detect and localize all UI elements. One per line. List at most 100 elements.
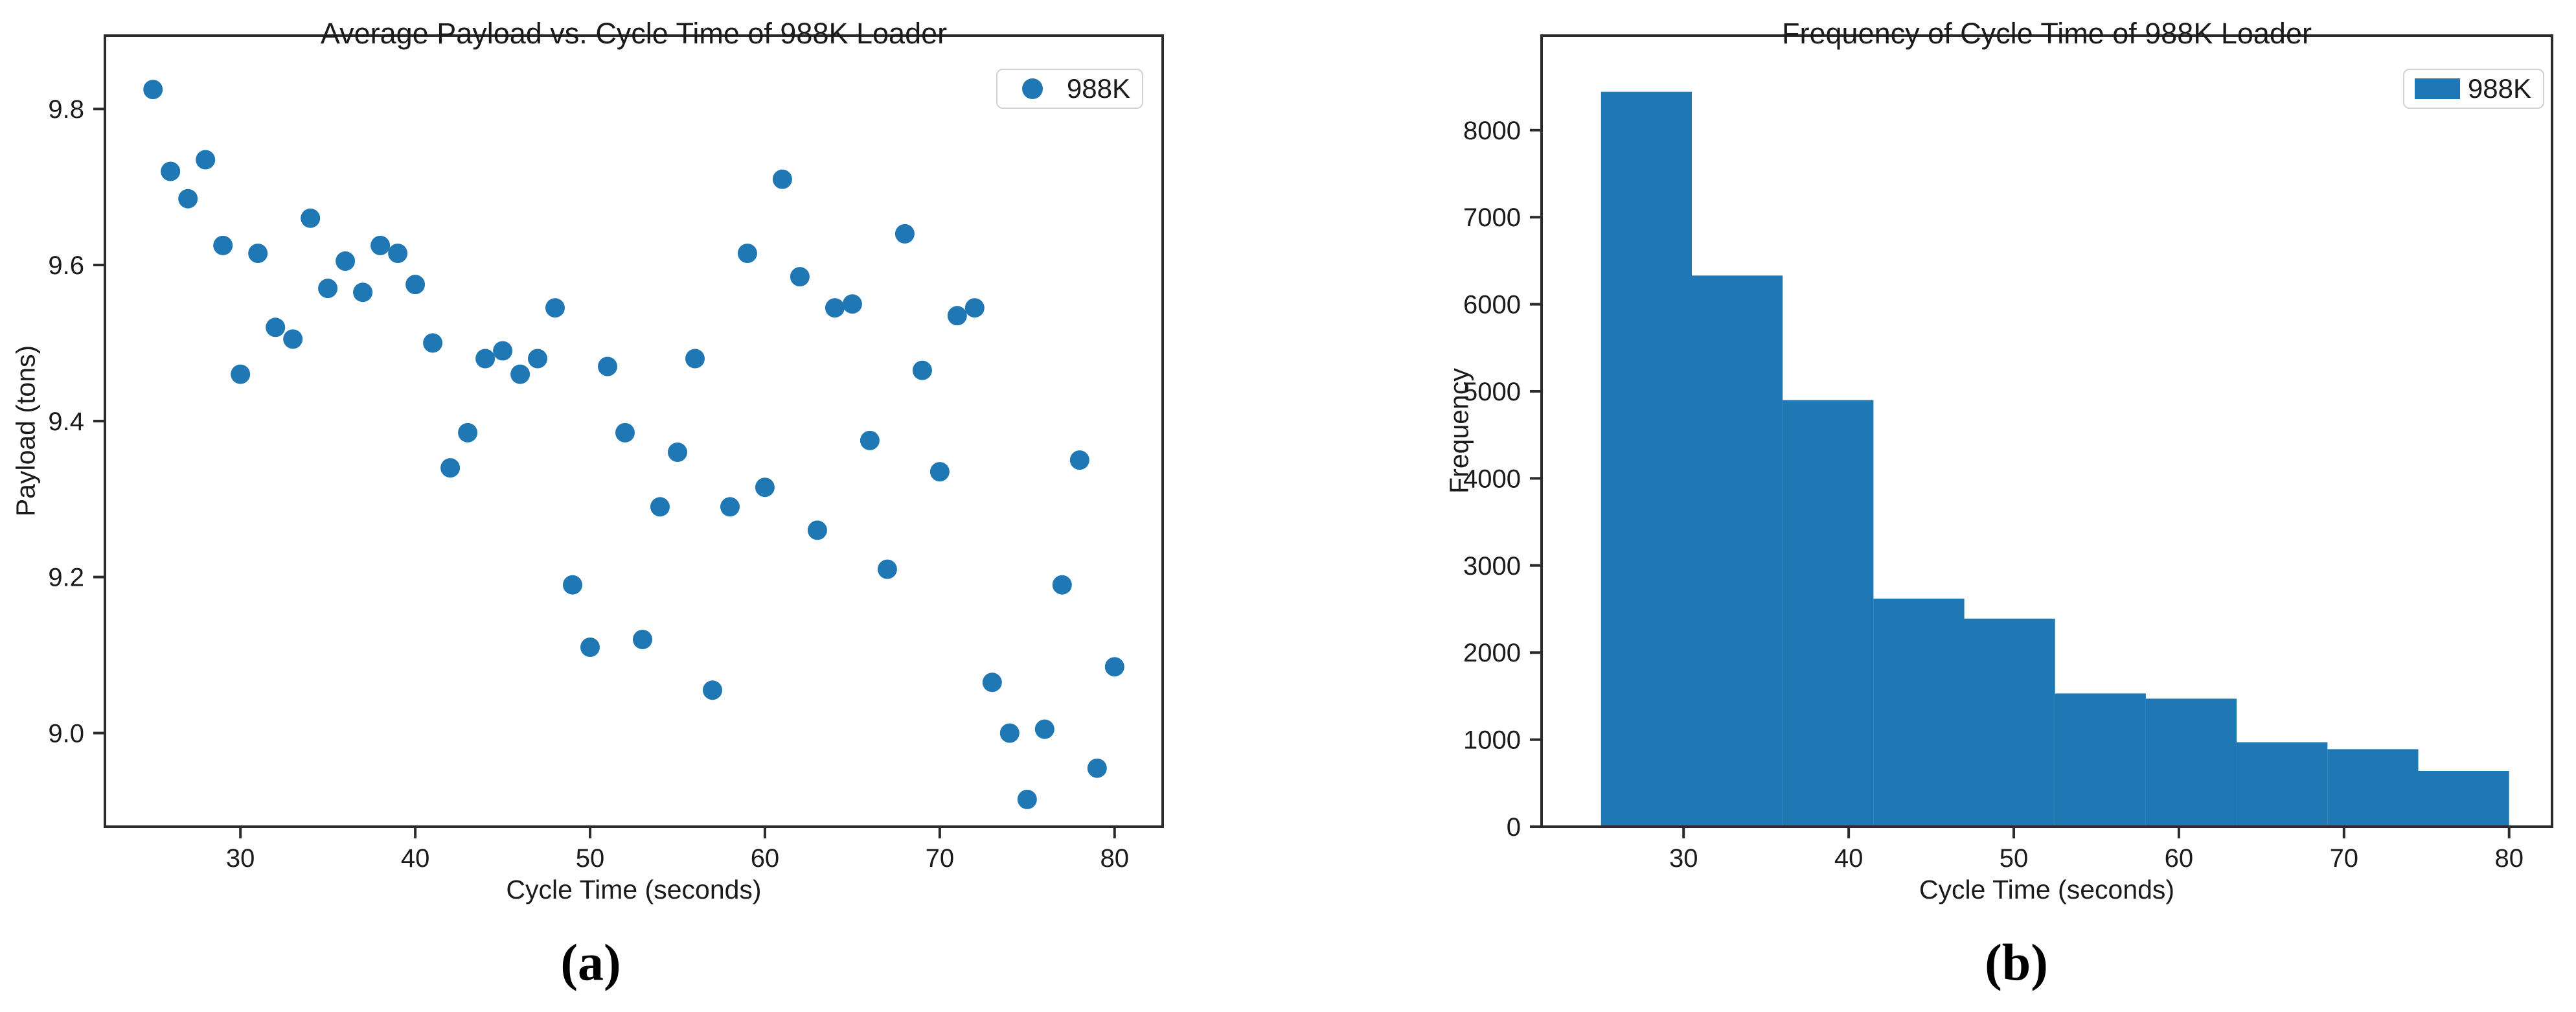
subfigure-b-caption: (b) (1985, 934, 2048, 992)
legend-rect-marker-icon (2415, 78, 2460, 99)
x-tick-label: 80 (1100, 844, 1130, 873)
scatter-point (475, 349, 496, 369)
x-tick-label: 40 (1834, 844, 1864, 873)
y-tick-label: 4000 (1463, 465, 1521, 493)
axes-spines (104, 34, 1164, 828)
scatter-point (615, 422, 635, 443)
histogram-bar (2418, 771, 2509, 827)
scatter-point (423, 333, 443, 353)
scatter-point (178, 189, 198, 209)
scatter-point (737, 244, 757, 263)
scatter-point (1069, 450, 1089, 470)
scatter-point (895, 224, 915, 244)
x-tick-label: 70 (2330, 844, 2359, 873)
scatter-point (563, 575, 582, 595)
x-tick-label: 80 (2494, 844, 2524, 873)
x-tick-label: 60 (751, 844, 780, 873)
subfigure-a-caption: (a) (560, 934, 621, 992)
histogram-bar (2055, 693, 2146, 827)
scatter-point (336, 251, 356, 271)
y-tick-label: 9.8 (48, 95, 84, 124)
scatter-point (1034, 719, 1054, 739)
scatter-point (1104, 657, 1124, 677)
histogram-xaxis-label: Cycle Time (seconds) (1919, 875, 2175, 904)
histogram-bar (2145, 698, 2237, 827)
x-tick-label: 30 (1669, 844, 1698, 873)
y-tick-label: 9.0 (48, 720, 84, 748)
scatter-title: Average Payload vs. Cycle Time of 988K L… (320, 17, 948, 50)
y-tick-label: 7000 (1463, 203, 1521, 232)
scatter-point (388, 244, 408, 263)
scatter-point (1052, 575, 1072, 595)
scatter-point (248, 244, 268, 263)
scatter-point (213, 235, 233, 255)
scatter-point (143, 80, 163, 100)
scatter-yaxis-label: Payload (tons) (10, 345, 41, 517)
y-tick-label: 9.6 (48, 251, 84, 280)
histogram-yaxis-label: Frequency (1444, 368, 1474, 494)
histogram-title: Frequency of Cycle Time of 988K Loader (1782, 17, 2312, 50)
scatter-point (528, 349, 547, 369)
scatter-xaxis-label: Cycle Time (seconds) (506, 875, 762, 904)
scatter-point (755, 477, 775, 498)
axes-spines (1540, 34, 2553, 828)
y-tick-label: 2000 (1463, 639, 1521, 667)
scatter-point (405, 275, 426, 295)
x-tick-label: 50 (576, 844, 605, 873)
scatter-point (685, 349, 705, 369)
histogram-bar (1601, 91, 1692, 827)
scatter-point (947, 306, 967, 326)
scatter-point (266, 317, 286, 338)
scatter-point (790, 267, 810, 287)
y-tick-label: 1000 (1463, 726, 1521, 755)
scatter-point (912, 360, 932, 380)
scatter-point (964, 298, 985, 318)
scatter-point (580, 638, 600, 657)
scatter-point (353, 282, 373, 303)
x-tick-label: 50 (2000, 844, 2029, 873)
y-tick-label: 0 (1507, 813, 1521, 842)
scatter-point (982, 673, 1002, 693)
scatter-point (545, 298, 565, 318)
scatter-point (668, 443, 687, 462)
scatter-point (807, 520, 827, 540)
y-tick-label: 3000 (1463, 552, 1521, 581)
scatter-point (633, 630, 652, 649)
scatter-point (720, 497, 740, 517)
x-tick-label: 30 (226, 844, 255, 873)
y-tick-label: 9.4 (48, 408, 84, 436)
scatter-point (929, 462, 950, 482)
histogram-legend-label: 988K (2467, 73, 2531, 104)
y-tick-label: 8000 (1463, 117, 1521, 145)
scatter-point (493, 341, 513, 361)
histogram-bar (2327, 749, 2419, 827)
y-tick-label: 6000 (1463, 291, 1521, 319)
scatter-point (510, 364, 530, 384)
legend-dot-marker-icon (1022, 78, 1043, 99)
x-tick-label: 70 (926, 844, 955, 873)
x-tick-label: 60 (2165, 844, 2194, 873)
scatter-point (703, 680, 722, 700)
scatter-point (301, 208, 321, 228)
scatter-point (598, 356, 617, 376)
histogram-bar (1873, 598, 1965, 827)
histogram-bar (1692, 275, 1783, 827)
scatter-point (196, 150, 216, 170)
scatter-point (860, 430, 880, 450)
scatter-point (161, 161, 181, 181)
histogram-bar (2237, 742, 2328, 827)
scatter-point (283, 329, 303, 349)
scatter-point (440, 458, 461, 478)
scatter-point (877, 559, 897, 579)
scatter-legend: 988K (996, 69, 1143, 109)
scatter-point (1087, 758, 1107, 778)
scatter-point (370, 235, 391, 255)
scatter-point (458, 422, 478, 443)
histogram-bar (1783, 400, 1874, 827)
x-tick-label: 40 (401, 844, 430, 873)
scatter-point (1017, 789, 1037, 809)
scatter-point (825, 298, 845, 318)
y-tick-label: 5000 (1463, 378, 1521, 406)
